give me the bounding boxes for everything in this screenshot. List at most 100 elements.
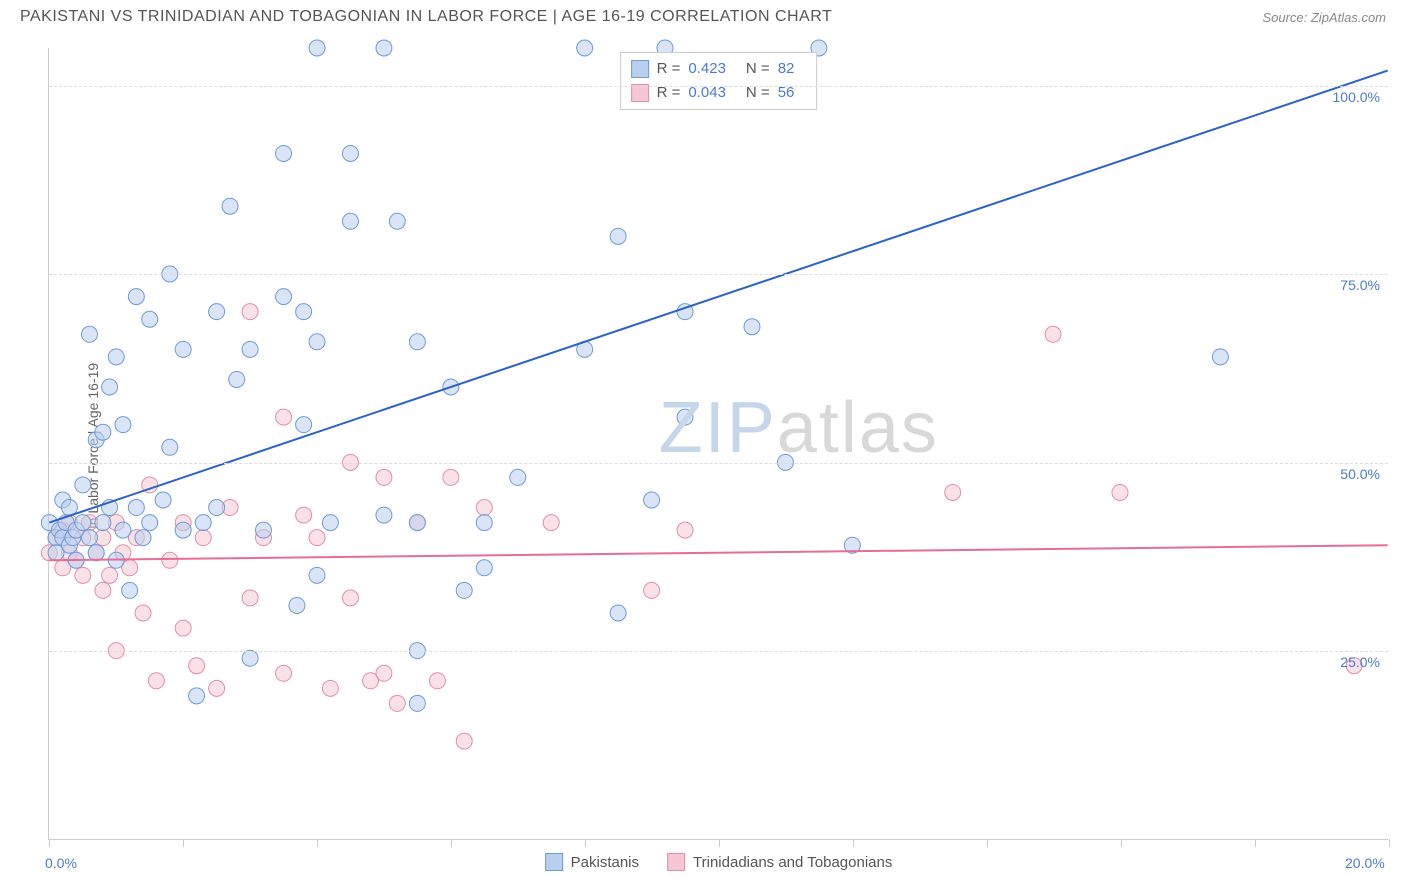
data-point bbox=[296, 304, 312, 320]
x-tick bbox=[585, 839, 586, 847]
data-point bbox=[75, 515, 91, 531]
data-point bbox=[389, 695, 405, 711]
data-point bbox=[115, 417, 131, 433]
data-point bbox=[644, 492, 660, 508]
x-tick bbox=[1255, 839, 1256, 847]
data-point bbox=[242, 590, 258, 606]
y-tick-label: 50.0% bbox=[1340, 466, 1380, 482]
data-point bbox=[376, 507, 392, 523]
data-point bbox=[128, 500, 144, 516]
data-point bbox=[376, 469, 392, 485]
swatch-pakistanis-icon bbox=[545, 853, 563, 871]
data-point bbox=[1212, 349, 1228, 365]
data-point bbox=[115, 522, 131, 538]
data-point bbox=[195, 515, 211, 531]
n-label: N = bbox=[746, 57, 770, 81]
gridline bbox=[49, 463, 1388, 464]
gridline bbox=[49, 274, 1388, 275]
data-point bbox=[276, 409, 292, 425]
correlation-legend: R = 0.423 N = 82 R = 0.043 N = 56 bbox=[620, 52, 818, 110]
data-point bbox=[409, 334, 425, 350]
data-point bbox=[162, 439, 178, 455]
data-point bbox=[88, 545, 104, 561]
n-value-pakistanis: 82 bbox=[778, 57, 795, 81]
swatch-pakistanis bbox=[631, 60, 649, 78]
data-point bbox=[95, 424, 111, 440]
x-tick bbox=[719, 839, 720, 847]
swatch-trinidadians-icon bbox=[667, 853, 685, 871]
data-point bbox=[142, 311, 158, 327]
data-point bbox=[135, 530, 151, 546]
data-point bbox=[610, 228, 626, 244]
data-point bbox=[102, 567, 118, 583]
data-point bbox=[175, 522, 191, 538]
data-point bbox=[229, 371, 245, 387]
data-point bbox=[108, 349, 124, 365]
x-tick bbox=[1389, 839, 1390, 847]
data-point bbox=[242, 650, 258, 666]
x-tick-label: 20.0% bbox=[1345, 855, 1385, 871]
series-legend: Pakistanis Trinidadians and Tobagonians bbox=[545, 853, 893, 871]
y-tick-label: 75.0% bbox=[1340, 277, 1380, 293]
r-value-pakistanis: 0.423 bbox=[688, 57, 726, 81]
data-point bbox=[456, 733, 472, 749]
data-point bbox=[644, 582, 660, 598]
data-point bbox=[1112, 484, 1128, 500]
data-point bbox=[82, 326, 98, 342]
y-tick-label: 25.0% bbox=[1340, 654, 1380, 670]
source-attribution: Source: ZipAtlas.com bbox=[1262, 10, 1386, 25]
x-tick bbox=[49, 839, 50, 847]
data-point bbox=[175, 620, 191, 636]
data-point bbox=[322, 515, 338, 531]
data-point bbox=[376, 665, 392, 681]
trend-line bbox=[49, 545, 1387, 560]
y-tick-label: 100.0% bbox=[1333, 89, 1380, 105]
data-point bbox=[342, 590, 358, 606]
data-point bbox=[296, 507, 312, 523]
data-point bbox=[289, 597, 305, 613]
data-point bbox=[209, 680, 225, 696]
data-point bbox=[744, 319, 760, 335]
chart-title: PAKISTANI VS TRINIDADIAN AND TOBAGONIAN … bbox=[20, 8, 832, 26]
data-point bbox=[409, 515, 425, 531]
data-point bbox=[322, 680, 338, 696]
x-tick-label: 0.0% bbox=[45, 855, 77, 871]
data-point bbox=[577, 40, 593, 56]
data-point bbox=[128, 289, 144, 305]
r-value-trinidadians: 0.043 bbox=[688, 81, 726, 105]
data-point bbox=[309, 40, 325, 56]
data-point bbox=[255, 522, 271, 538]
data-point bbox=[429, 673, 445, 689]
data-point bbox=[162, 552, 178, 568]
data-point bbox=[543, 515, 559, 531]
x-tick bbox=[451, 839, 452, 847]
data-point bbox=[135, 605, 151, 621]
x-tick bbox=[1121, 839, 1122, 847]
data-point bbox=[82, 530, 98, 546]
data-point bbox=[175, 341, 191, 357]
data-point bbox=[389, 213, 405, 229]
data-point bbox=[276, 665, 292, 681]
data-point bbox=[945, 484, 961, 500]
data-point bbox=[476, 500, 492, 516]
n-label: N = bbox=[746, 81, 770, 105]
data-point bbox=[342, 213, 358, 229]
data-point bbox=[189, 688, 205, 704]
r-label: R = bbox=[657, 57, 681, 81]
legend-item-trinidadians: Trinidadians and Tobagonians bbox=[667, 853, 892, 871]
scatter-plot bbox=[49, 48, 1388, 839]
legend-label-trinidadians: Trinidadians and Tobagonians bbox=[693, 854, 892, 871]
data-point bbox=[122, 582, 138, 598]
x-tick bbox=[183, 839, 184, 847]
data-point bbox=[209, 500, 225, 516]
data-point bbox=[95, 582, 111, 598]
data-point bbox=[610, 605, 626, 621]
data-point bbox=[476, 560, 492, 576]
data-point bbox=[95, 515, 111, 531]
x-tick bbox=[317, 839, 318, 847]
data-point bbox=[75, 477, 91, 493]
data-point bbox=[189, 658, 205, 674]
x-tick bbox=[853, 839, 854, 847]
data-point bbox=[309, 334, 325, 350]
gridline bbox=[49, 651, 1388, 652]
